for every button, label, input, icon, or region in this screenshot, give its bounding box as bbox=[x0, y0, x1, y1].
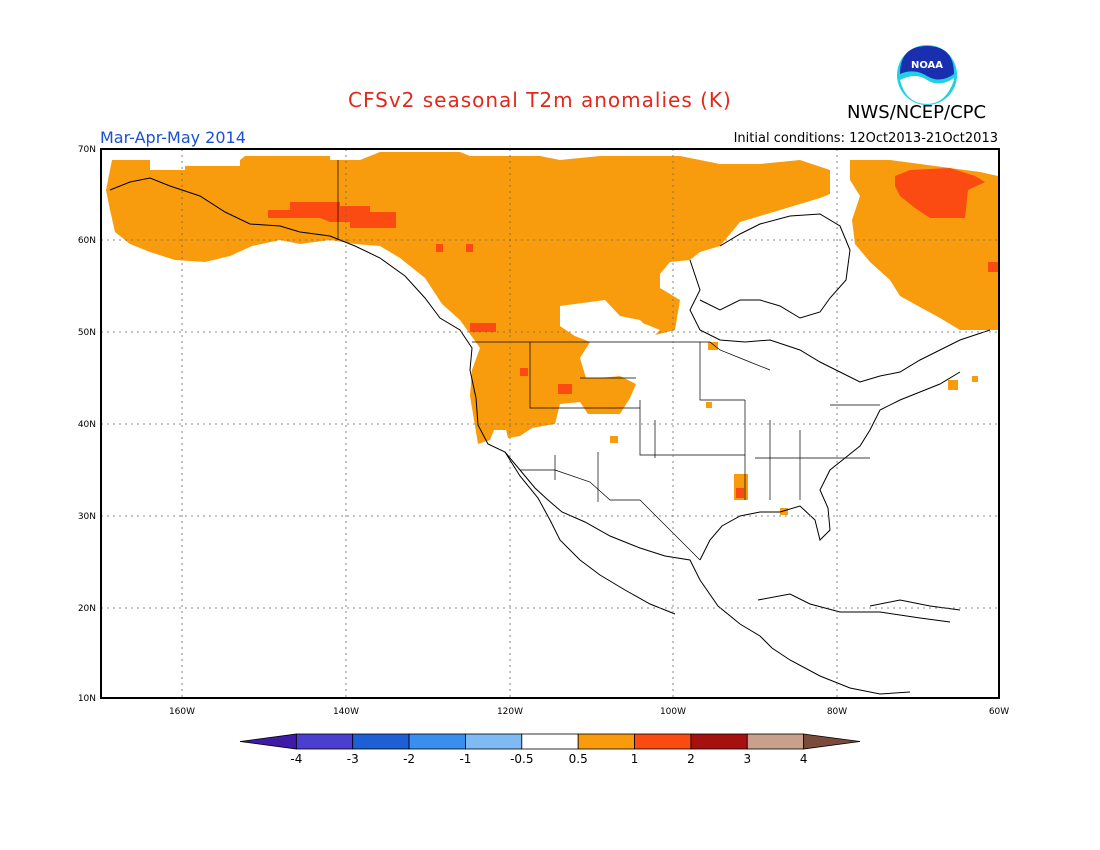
colorbar-cell bbox=[239, 733, 297, 750]
lat-label-70n: 70N bbox=[78, 145, 96, 155]
anomaly-shading-gaps bbox=[160, 156, 850, 340]
lat-label-40n: 40N bbox=[78, 420, 96, 430]
colorbar-tick-label: -3 bbox=[347, 752, 359, 766]
colorbar-tick-label: -4 bbox=[290, 752, 302, 766]
longitude-labels: 160W 140W 120W 100W 80W 60W bbox=[169, 707, 1009, 717]
colorbar-tick-label: -1 bbox=[459, 752, 471, 766]
colorbar-tick-label: 0.5 bbox=[569, 752, 588, 766]
map-title: CFSv2 seasonal T2m anomalies (K) bbox=[348, 88, 732, 112]
colorbar-tick-label: 4 bbox=[800, 752, 808, 766]
colorbar-cell bbox=[690, 733, 748, 750]
lat-label-60n: 60N bbox=[78, 236, 96, 246]
anomaly-shading-warm bbox=[106, 152, 998, 515]
agency-label: NWS/NCEP/CPC bbox=[847, 102, 987, 123]
anomaly-shading-strong bbox=[268, 168, 998, 498]
colorbar-cell bbox=[295, 733, 354, 750]
colorbar: -4 -3 -2 -1 -0.5 0.5 1 2 3 4 bbox=[239, 733, 861, 766]
lon-label-120w: 120W bbox=[497, 707, 523, 717]
colorbar-cell bbox=[803, 733, 861, 750]
initial-conditions-label: Initial conditions: 12Oct2013-21Oct2013 bbox=[733, 131, 998, 146]
colorbar-cell bbox=[521, 733, 579, 750]
period-label: Mar-Apr-May 2014 bbox=[100, 128, 246, 147]
noaa-logo-text: NOAA bbox=[911, 60, 943, 71]
colorbar-cell bbox=[746, 733, 805, 750]
lat-label-50n: 50N bbox=[78, 328, 96, 338]
map-frame bbox=[100, 148, 1000, 699]
lat-label-10n: 10N bbox=[78, 694, 96, 704]
colorbar-tick-label: 3 bbox=[743, 752, 751, 766]
colorbar-cell bbox=[408, 733, 466, 750]
lon-label-160w: 160W bbox=[169, 707, 195, 717]
lat-label-30n: 30N bbox=[78, 512, 96, 522]
lat-label-20n: 20N bbox=[78, 604, 96, 614]
colorbar-cell bbox=[577, 733, 635, 750]
colorbar-tick-label: -2 bbox=[403, 752, 415, 766]
noaa-logo: NOAA bbox=[897, 45, 957, 105]
lon-label-140w: 140W bbox=[333, 707, 359, 717]
lon-label-80w: 80W bbox=[827, 707, 847, 717]
lon-label-60w: 60W bbox=[989, 707, 1009, 717]
latitude-labels: 70N 60N 50N 40N 30N 20N 10N bbox=[78, 145, 96, 704]
coastlines bbox=[109, 177, 991, 695]
colorbar-tick-label: 2 bbox=[687, 752, 695, 766]
colorbar-cell bbox=[352, 733, 410, 750]
colorbar-cell bbox=[634, 733, 692, 750]
colorbar-cell bbox=[465, 733, 523, 750]
lon-label-100w: 100W bbox=[660, 707, 686, 717]
political-borders bbox=[337, 160, 880, 561]
colorbar-tick-label: -0.5 bbox=[510, 752, 533, 766]
gridlines bbox=[101, 149, 999, 698]
colorbar-tick-label: 1 bbox=[631, 752, 639, 766]
